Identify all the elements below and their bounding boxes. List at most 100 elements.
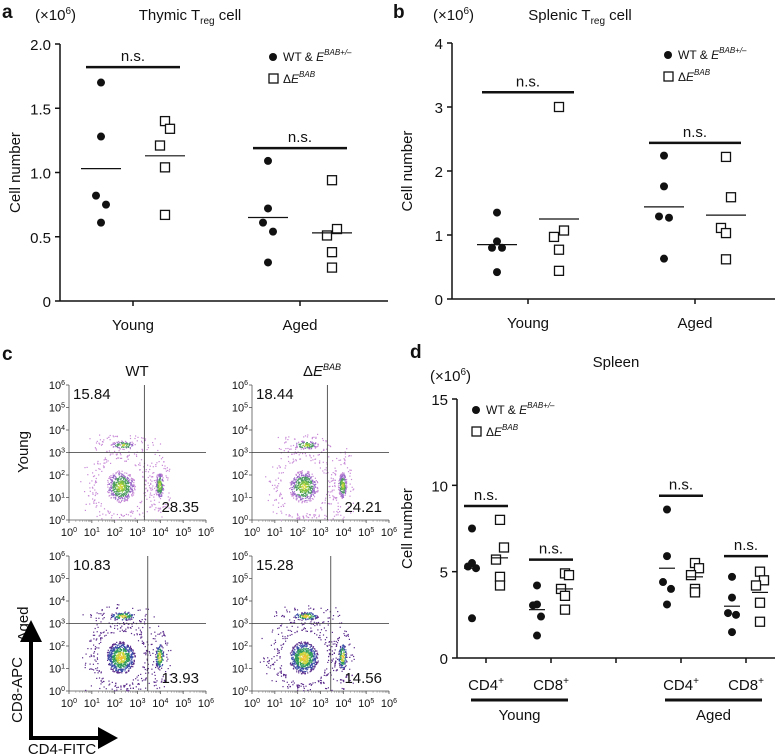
data-point-ko — [685, 569, 697, 581]
event-dot — [122, 653, 124, 655]
event-dot — [332, 460, 334, 462]
event-dot — [131, 444, 133, 446]
event-dot — [125, 661, 127, 663]
significance-label: n.s. — [516, 73, 540, 90]
event-dot — [308, 443, 310, 445]
event-dot — [297, 665, 299, 667]
event-dot — [98, 670, 100, 672]
event-dot — [124, 649, 126, 651]
text-span: 2 — [61, 470, 65, 477]
event-dot — [304, 671, 306, 673]
event-dot — [344, 478, 347, 480]
legend-marker-wt — [472, 406, 480, 414]
event-dot — [163, 489, 165, 491]
event-dot — [119, 648, 121, 650]
event-dot — [144, 618, 146, 620]
event-dot — [151, 673, 153, 675]
event-dot — [291, 495, 293, 497]
event-dot — [320, 639, 322, 641]
data-point-wt — [724, 609, 732, 618]
event-dot — [309, 497, 311, 499]
text-span: ) — [469, 7, 474, 24]
event-dot — [101, 470, 103, 472]
event-dot — [285, 436, 287, 438]
event-dot — [300, 645, 302, 647]
event-dot — [301, 480, 303, 482]
event-dot — [114, 488, 116, 491]
event-dot — [330, 477, 332, 479]
event-dot — [122, 613, 124, 615]
event-dot — [108, 658, 110, 660]
event-dot — [124, 668, 126, 670]
event-dot — [343, 491, 345, 493]
event-dot — [121, 499, 123, 501]
event-dot — [94, 672, 96, 674]
event-dot — [143, 643, 145, 645]
event-dot — [89, 640, 91, 642]
event-dot — [326, 668, 328, 670]
event-dot — [292, 491, 294, 493]
event-dot — [309, 659, 312, 661]
event-dot — [135, 629, 137, 631]
data-point-ko — [331, 223, 343, 235]
text-span: 10 — [232, 380, 244, 392]
event-dot — [159, 662, 161, 664]
event-dot — [156, 647, 158, 649]
event-dot — [333, 511, 335, 513]
event-dot — [325, 467, 327, 469]
event-dot — [294, 485, 296, 487]
event-dot — [300, 645, 303, 647]
event-dot — [150, 483, 152, 485]
event-dot — [128, 655, 130, 657]
event-dot — [104, 462, 106, 464]
event-dot — [112, 443, 114, 445]
event-dot — [311, 653, 313, 655]
event-dot — [159, 498, 162, 500]
event-dot — [304, 491, 306, 493]
text-span: BAB+/– — [719, 46, 747, 55]
event-dot — [128, 690, 130, 692]
event-dot — [146, 498, 148, 500]
event-dot — [94, 627, 96, 630]
text-span: 0 — [256, 698, 260, 705]
event-dot — [303, 613, 305, 615]
event-dot — [114, 665, 116, 667]
event-dot — [299, 664, 301, 666]
event-dot — [315, 663, 318, 665]
event-dot — [345, 486, 347, 488]
event-dot — [115, 483, 118, 486]
event-dot — [110, 487, 112, 489]
event-dot — [291, 625, 293, 627]
event-dot — [136, 634, 138, 636]
arrow-head — [98, 727, 118, 749]
event-dot — [324, 502, 326, 504]
event-dot — [105, 629, 107, 631]
event-dot — [160, 511, 162, 513]
event-dot — [161, 474, 163, 476]
event-dot — [329, 445, 331, 447]
text-span: 6 — [210, 527, 214, 534]
event-dot — [293, 650, 295, 652]
cd8-percent-label: 10.83 — [73, 557, 111, 574]
event-dot — [322, 621, 324, 623]
legend-label-wt: WT & EBAB+/– — [283, 48, 352, 64]
event-dot — [303, 664, 305, 666]
event-dot — [301, 447, 304, 449]
event-dot — [324, 671, 326, 673]
event-dot — [92, 472, 94, 474]
event-dot — [103, 439, 105, 441]
event-dot — [285, 640, 287, 642]
event-dot — [310, 445, 313, 448]
event-dot — [308, 654, 310, 656]
event-dot — [310, 669, 312, 671]
event-dot — [117, 651, 119, 653]
event-dot — [344, 475, 346, 477]
event-dot — [336, 644, 338, 646]
event-dot — [117, 616, 119, 618]
event-dot — [145, 479, 147, 481]
event-dot — [302, 655, 304, 657]
data-point-wt — [533, 581, 541, 590]
event-dot — [147, 668, 149, 670]
event-dot — [331, 660, 334, 662]
event-dot — [340, 464, 342, 466]
